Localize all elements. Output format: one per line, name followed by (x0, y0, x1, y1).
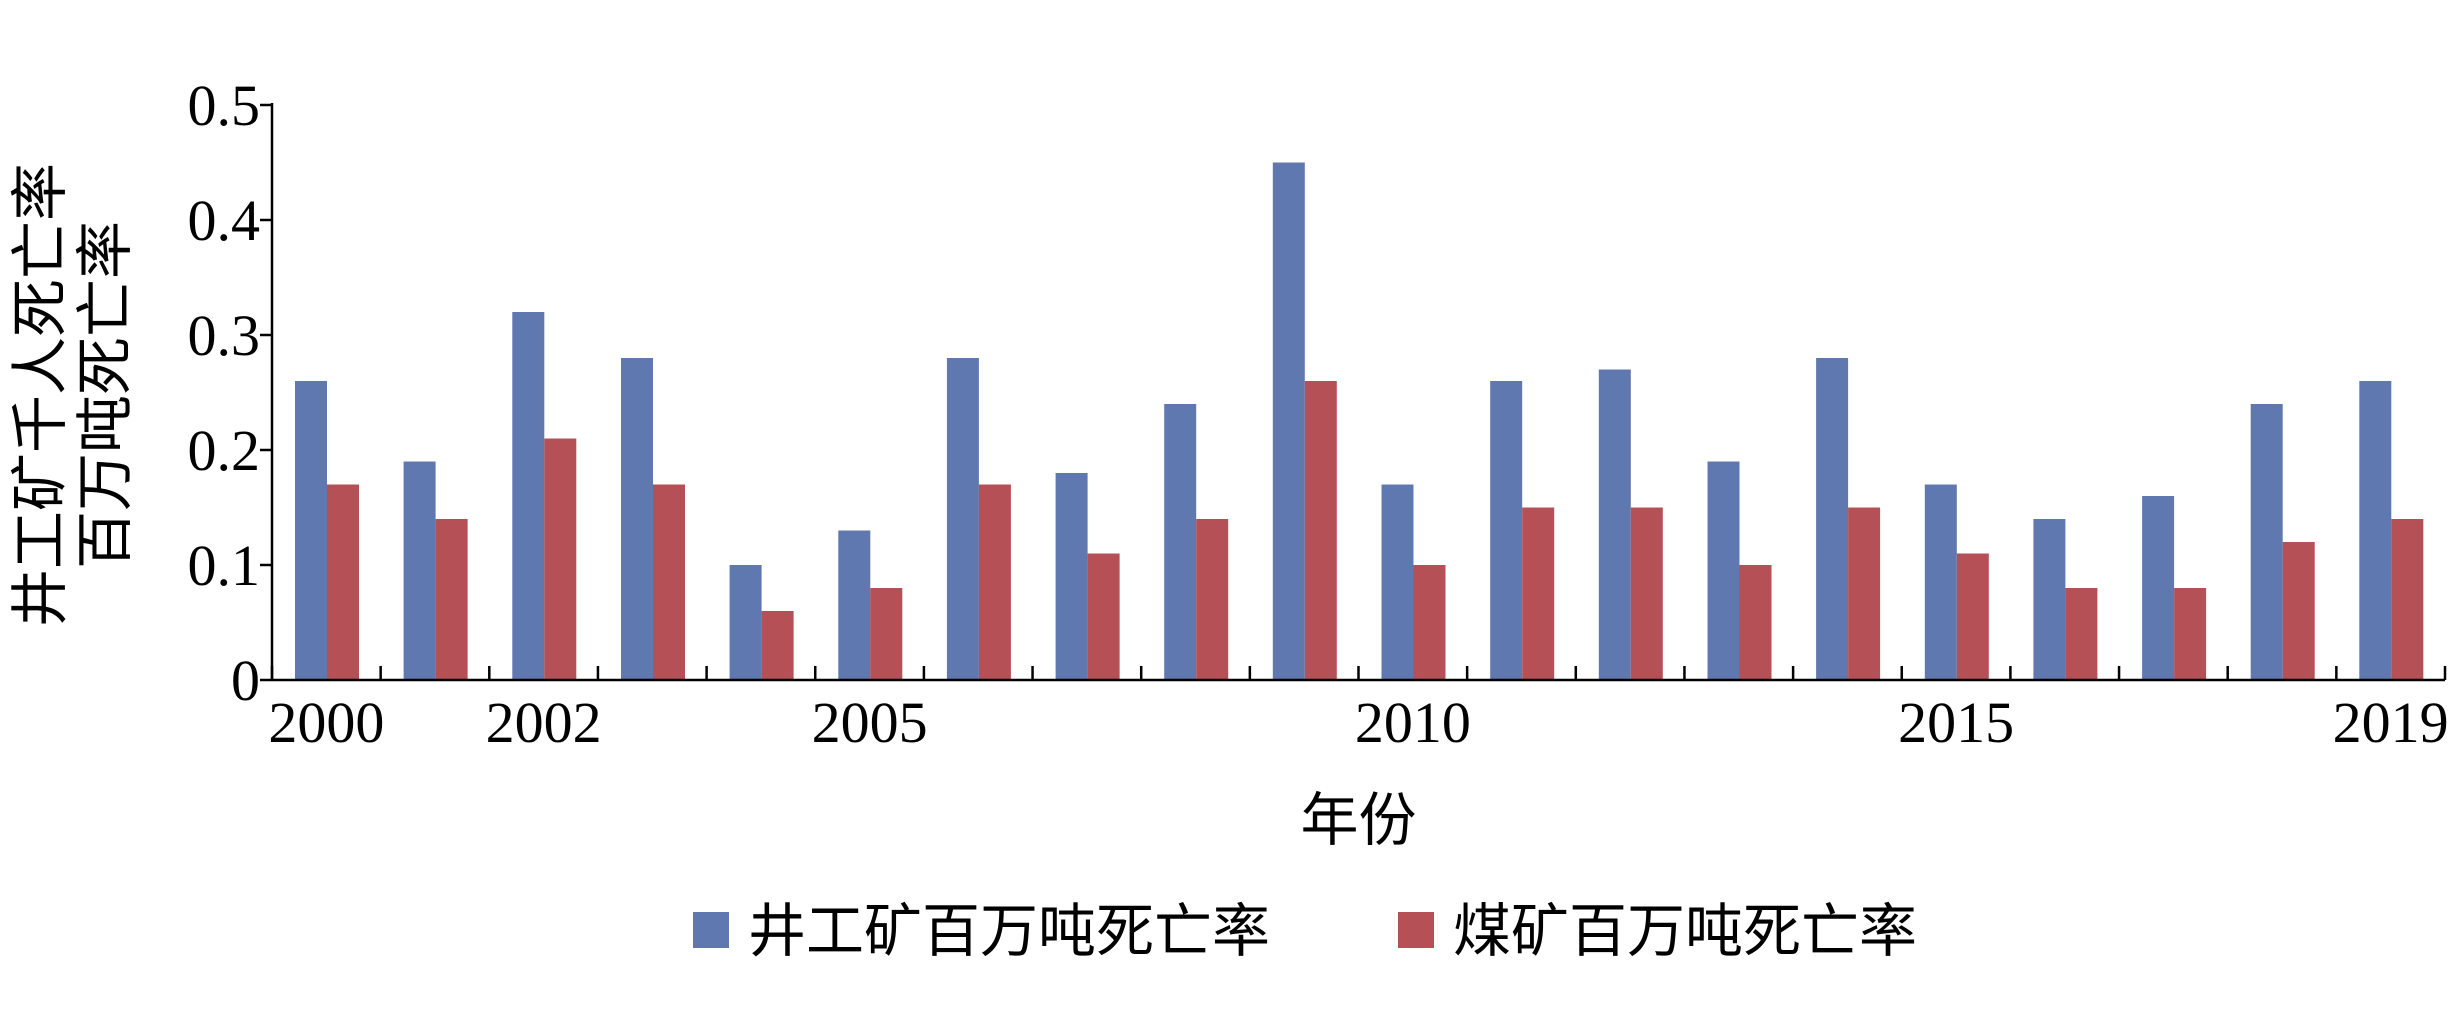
bar-coal-2004 (761, 611, 794, 680)
bar-coal-2002 (544, 438, 577, 680)
bar-coal-2000 (327, 484, 359, 680)
bar-coal-2001 (435, 519, 468, 680)
y-ticks: 0 0.1 0.2 0.3 0.4 0.5 (188, 73, 272, 713)
bar-underground-2001 (403, 461, 436, 680)
bar-coal-2005 (870, 588, 903, 680)
y-tick-label-0.2: 0.2 (188, 418, 261, 483)
bar-underground-2000 (295, 381, 327, 680)
bar-coal-2003 (653, 484, 685, 680)
bar-underground-2016 (2033, 519, 2066, 680)
y-axis-title-line-1: 井工矿千人死亡率 (6, 163, 74, 627)
bar-underground-2019 (2359, 381, 2392, 680)
legend-label-underground: 井工矿百万吨死亡率 (748, 897, 1270, 965)
bar-underground-2010 (1381, 484, 1414, 680)
bar-underground-2007 (1055, 473, 1088, 680)
y-axis-title: 井工矿千人死亡率 百万吨死亡率 (6, 163, 139, 627)
bar-coal-2006 (978, 484, 1011, 680)
bars (295, 162, 2424, 680)
bar-coal-2015 (1956, 553, 1989, 680)
bar-underground-2006 (946, 358, 979, 680)
axes (270, 103, 2445, 682)
y-tick-label-0.5: 0.5 (188, 73, 261, 138)
bar-underground-2014 (1816, 358, 1849, 680)
y-tick-label-0.4: 0.4 (188, 188, 261, 253)
x-ticks: 2000 2002 2005 2010 2015 2019 (268, 666, 2449, 755)
y-tick-label-0.1: 0.1 (188, 533, 261, 598)
x-tick-label-2005: 2005 (812, 690, 928, 755)
bar-coal-2010 (1413, 565, 1446, 680)
x-tick-label-2015: 2015 (1898, 690, 2014, 755)
legend-label-coal: 煤矿百万吨死亡率 (1453, 897, 1917, 965)
bar-underground-2002 (512, 312, 545, 680)
bar-coal-2013 (1739, 565, 1772, 680)
bar-coal-2009 (1304, 381, 1337, 680)
bar-coal-2008 (1196, 519, 1229, 680)
bar-underground-2013 (1707, 461, 1740, 680)
x-tick-label-2002: 2002 (486, 690, 602, 755)
bar-underground-2003 (621, 358, 653, 680)
x-tick-label-2019: 2019 (2333, 690, 2449, 755)
bar-underground-2015 (1924, 484, 1957, 680)
bar-underground-2004 (729, 565, 762, 680)
bar-underground-2018 (2250, 404, 2283, 680)
y-tick-label-0.3: 0.3 (188, 303, 261, 368)
y-axis-title-line-2: 百万吨死亡率 (71, 221, 139, 569)
x-tick-label-2010: 2010 (1355, 690, 1471, 755)
bar-coal-2018 (2282, 542, 2315, 680)
y-tick-label-0: 0 (231, 648, 260, 713)
bar-coal-2007 (1087, 553, 1120, 680)
legend: 井工矿百万吨死亡率 煤矿百万吨死亡率 (693, 897, 1917, 965)
bar-coal-2017 (2174, 588, 2207, 680)
bar-underground-2009 (1272, 162, 1305, 680)
bar-coal-2016 (2065, 588, 2098, 680)
bar-coal-2019 (2391, 519, 2424, 680)
bar-coal-2011 (1522, 507, 1555, 680)
bar-underground-2017 (2142, 496, 2175, 680)
legend-swatch-underground (693, 912, 729, 948)
bar-coal-2012 (1630, 507, 1663, 680)
legend-swatch-coal (1398, 912, 1434, 948)
x-axis-title: 年份 (1300, 786, 1416, 854)
bar-underground-2012 (1598, 369, 1631, 680)
bar-underground-2008 (1164, 404, 1197, 680)
bar-underground-2011 (1490, 381, 1523, 680)
bar-underground-2005 (838, 530, 871, 680)
x-tick-label-2000: 2000 (268, 690, 384, 755)
bar-coal-2014 (1848, 507, 1881, 680)
